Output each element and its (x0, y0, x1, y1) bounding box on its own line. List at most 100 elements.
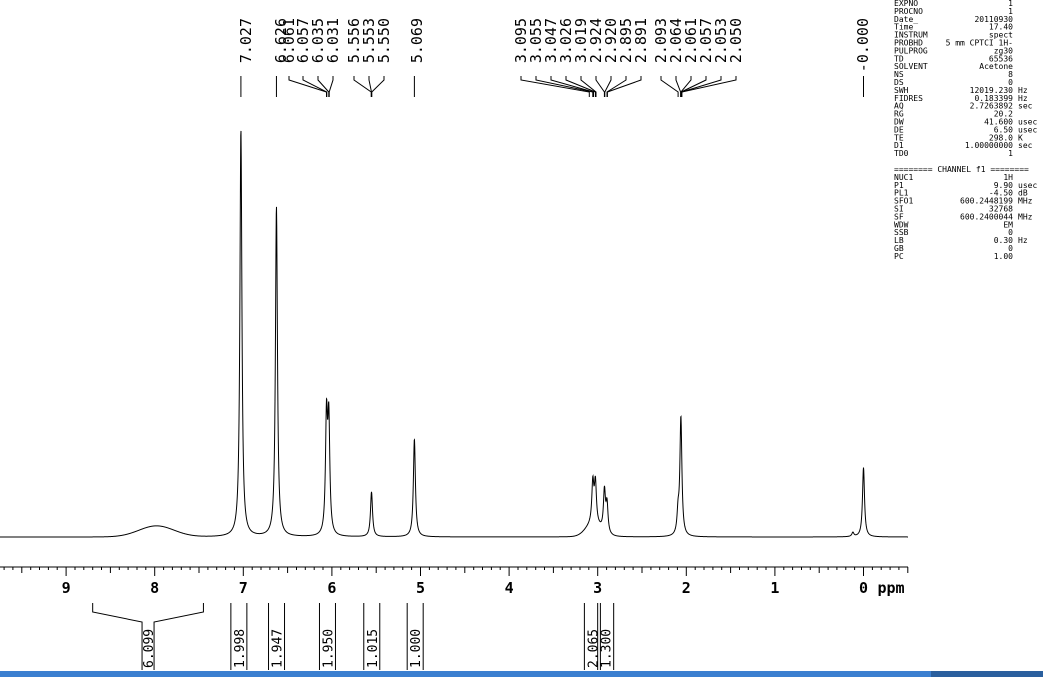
peak-label: 2.891 (632, 18, 650, 63)
parameter-unit: dB (1018, 189, 1028, 198)
peak-label-connector (302, 76, 328, 97)
peak-label: 6.035 (309, 18, 327, 63)
integral-bracket (92, 603, 143, 670)
parameter-name: DE (894, 125, 904, 134)
parameter-value: 1.00 (994, 252, 1013, 261)
parameter-value: 17.40 (989, 23, 1013, 32)
integral-value: 1.947 (271, 629, 286, 668)
parameter-name: SFO1 (894, 197, 913, 206)
peak-label: 6.061 (280, 18, 298, 63)
parameter-unit: usec (1018, 181, 1037, 190)
integral-value: 1.015 (366, 629, 381, 668)
peak-label-connector (660, 76, 679, 97)
peak-label: 2.053 (712, 18, 730, 63)
parameter-name: AQ (894, 102, 904, 111)
parameter-name: DS (894, 78, 904, 87)
parameter-value: 41.600 (984, 118, 1013, 127)
peak-label: 5.069 (408, 18, 426, 63)
x-tick-label: 6 (327, 579, 336, 597)
parameter-name: TD (894, 54, 904, 63)
parameter-unit: MHz (1018, 197, 1033, 206)
parameter-name: SWH (894, 86, 909, 95)
x-tick-label: 7 (239, 579, 248, 597)
x-tick-label: 2 (682, 579, 691, 597)
spectrum-trace (0, 130, 908, 538)
parameter-value: 0.30 (994, 236, 1013, 245)
peak-label: 3.095 (512, 18, 530, 63)
parameter-unit: sec (1018, 102, 1033, 111)
parameter-name: INSTRUM (894, 31, 928, 40)
peak-label: 6.626 (272, 18, 290, 63)
x-tick-label: 1 (770, 579, 779, 597)
peak-label-connector (565, 76, 596, 97)
parameter-value: 8 (1008, 70, 1013, 79)
peak-label-connector (288, 76, 327, 97)
parameter-name: NS (894, 70, 904, 79)
parameter-unit: usec (1018, 118, 1037, 127)
parameter-name: NUC1 (894, 173, 913, 182)
parameter-name: DW (894, 118, 904, 127)
integral-bracket (153, 603, 204, 670)
peak-label-connector (580, 76, 597, 97)
x-tick-label: 3 (593, 579, 602, 597)
x-axis-unit-label: ppm (878, 579, 905, 597)
integral-value: 1.998 (233, 629, 248, 668)
parameter-name: SOLVENT (894, 62, 928, 71)
parameter-unit: usec (1018, 125, 1037, 134)
peak-label-connector (680, 76, 692, 97)
parameter-value: 600.2400044 (960, 212, 1013, 221)
parameter-name: Date_ (894, 15, 918, 24)
parameter-value: 0 (1008, 228, 1013, 237)
peak-label: 2.061 (682, 18, 700, 63)
parameter-name: SSB (894, 228, 909, 237)
parameter-name: GB (894, 244, 904, 253)
parameter-value: 298.0 (989, 133, 1013, 142)
parameter-value: spect (989, 31, 1013, 40)
parameter-value: 32768 (989, 205, 1013, 214)
parameter-name: LB (894, 236, 904, 245)
parameter-value: 20.2 (994, 110, 1013, 119)
acquisition-parameters-panel: EXPNO 1 PROCNO 1 Date_ 20110930 Time 17.40 INSTR… (894, 0, 1037, 261)
parameter-name: RG (894, 110, 904, 119)
integral-value: 1.000 (409, 629, 424, 668)
parameter-name: PC (894, 252, 904, 261)
peak-label: 2.093 (652, 18, 670, 63)
parameter-name: TD0 (894, 149, 909, 158)
parameter-unit: Hz (1018, 94, 1028, 103)
peak-label: 6.057 (294, 18, 312, 63)
peak-label: 3.055 (527, 18, 545, 63)
parameter-value: Acetone (979, 62, 1013, 71)
peak-label: 5.556 (345, 18, 363, 63)
peak-label: 2.924 (587, 18, 605, 63)
peak-label: 2.064 (667, 18, 685, 63)
peak-label-connector (368, 76, 372, 97)
peak-label-connector (606, 76, 642, 97)
parameter-value: zg30 (994, 46, 1013, 55)
parameter-name: WDW (894, 220, 909, 229)
taskbar-strip-right (931, 671, 1043, 677)
x-tick-label: 4 (505, 579, 514, 597)
peak-label: 7.027 (237, 18, 255, 63)
parameter-value: 1.00000000 (965, 141, 1013, 150)
parameter-name: PL1 (894, 189, 909, 198)
parameter-unit: MHz (1018, 212, 1033, 221)
parameter-unit: Hz (1018, 86, 1028, 95)
peak-label-connector (681, 76, 737, 97)
parameter-name: PROBHD (894, 39, 923, 48)
peak-label-connector (595, 76, 605, 97)
parameter-name: SI (894, 205, 904, 214)
peak-label: 3.019 (572, 18, 590, 63)
peak-label: 2.050 (727, 18, 745, 63)
peak-label-connector (328, 76, 334, 97)
parameter-unit: sec (1018, 141, 1033, 150)
parameter-name: EXPNO (894, 0, 918, 8)
parameter-value: 1H (1003, 173, 1013, 182)
parameter-value: 0 (1008, 78, 1013, 87)
parameter-name: FIDRES (894, 94, 923, 103)
parameter-unit: K (1018, 133, 1023, 142)
integral-value: 1.300 (600, 629, 615, 668)
parameter-value: 65536 (989, 54, 1013, 63)
parameter-name: D1 (894, 141, 904, 150)
